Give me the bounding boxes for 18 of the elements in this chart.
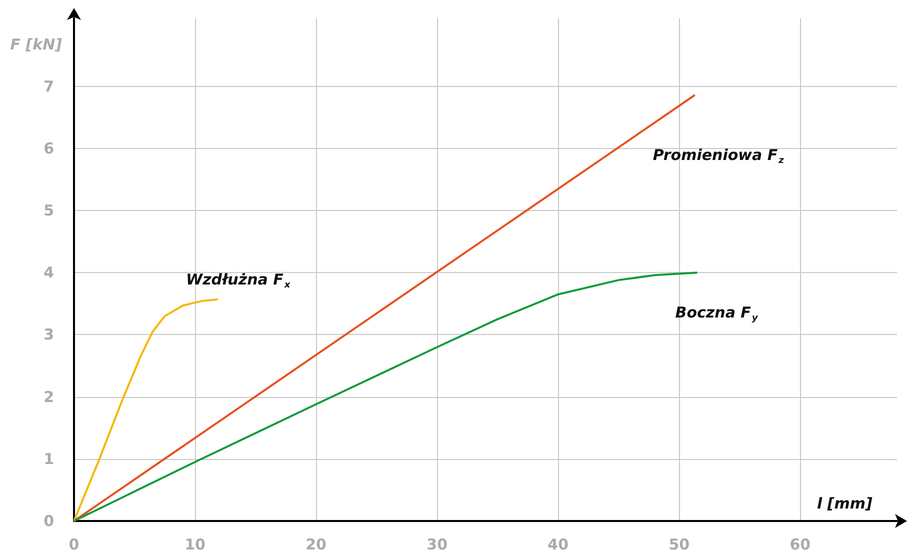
x-tick-label: 20 [306, 536, 326, 554]
y-tick-label: 1 [44, 450, 54, 468]
x-tick-label: 50 [668, 536, 690, 554]
line-series [73, 298, 220, 522]
y-axis-title: F [kN] [10, 36, 62, 54]
y-tick-label: 4 [44, 264, 54, 282]
y-tick-label: 5 [44, 202, 54, 220]
x-tick-label: 60 [790, 536, 811, 554]
x-tick-label: 30 [426, 536, 448, 554]
x-tick-label: 40 [548, 536, 569, 554]
x-axis-title: l [mm] [817, 494, 872, 512]
y-tick-label: 7 [44, 77, 54, 96]
y-tick-label: 6 [44, 139, 54, 158]
y-tick-label: 0 [44, 512, 54, 530]
y-tick-label: 3 [44, 326, 54, 344]
x-tick-label: 0 [68, 536, 80, 554]
x-tick-label: 10 [184, 536, 206, 554]
y-tick-label: 2 [44, 388, 54, 406]
